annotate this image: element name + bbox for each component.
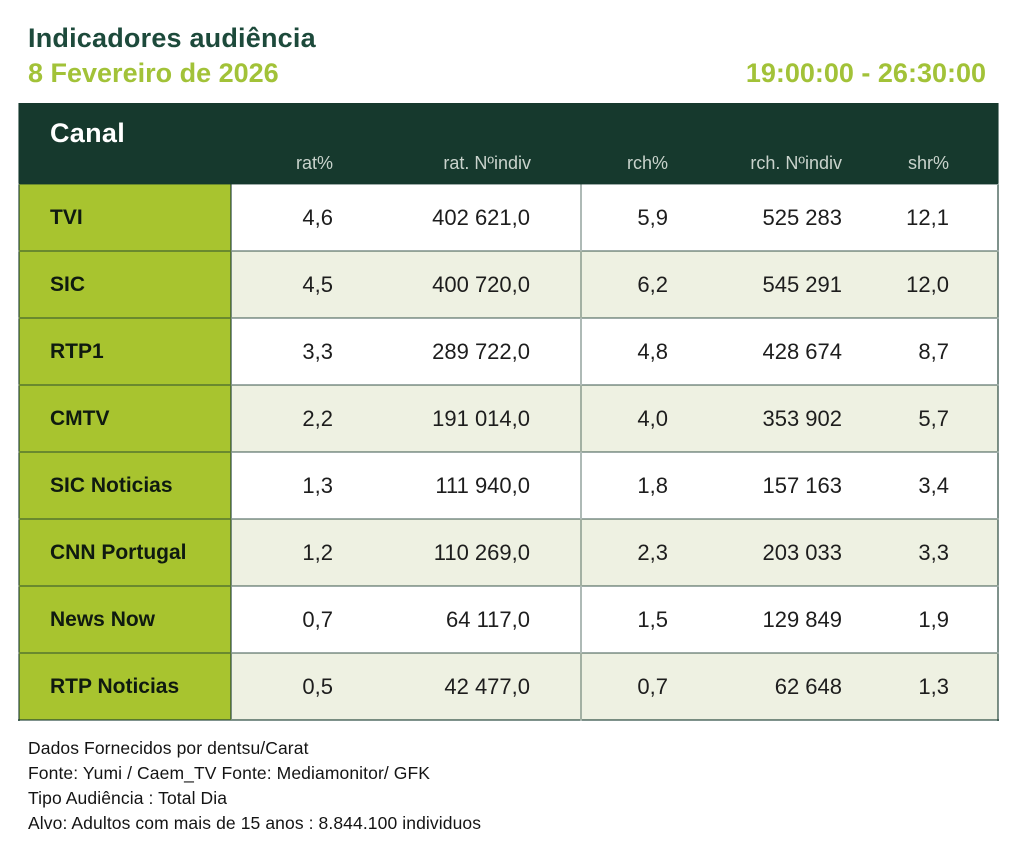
cell-rch-pct: 4,8 [581, 317, 676, 385]
channel-cell: SIC [19, 250, 232, 318]
cell-shr-pct: 1,9 [851, 585, 998, 653]
table-body: TVI 4,6 402 621,0 5,9 525 283 12,1 SIC 4… [19, 183, 998, 720]
channel-cell: News Now [19, 585, 232, 653]
page-title: Indicadores audiência [28, 23, 316, 53]
footer-note-line: Dados Fornecidos por dentsu/Carat [28, 738, 309, 758]
report-subheader: 8 Fevereiro de 2026 19:00:00 - 26:30:00 [28, 57, 986, 89]
cell-rat-indiv: 42 477,0 [361, 652, 582, 720]
table-row: SIC Noticias 1,3 111 940,0 1,8 157 163 3… [19, 451, 998, 519]
table-row: CMTV 2,2 191 014,0 4,0 353 902 5,7 [19, 384, 998, 452]
report-time-range: 19:00:00 - 26:30:00 [745, 57, 986, 88]
table-row: News Now 0,7 64 117,0 1,5 129 849 1,9 [19, 585, 998, 653]
column-header-rch-indiv: rch. Nºindiv [676, 103, 851, 184]
footer-note-line: Alvo: Adultos com mais de 15 anos : 8.84… [28, 813, 482, 833]
column-header-rch-pct: rch% [581, 103, 676, 184]
channel-cell: RTP Noticias [19, 652, 232, 720]
cell-shr-pct: 3,4 [851, 451, 998, 519]
cell-rat-indiv: 289 722,0 [361, 317, 582, 385]
cell-rch-pct: 0,7 [581, 652, 676, 720]
column-header-shr-pct: shr% [851, 103, 998, 184]
report-date: 8 Fevereiro de 2026 [28, 57, 279, 88]
report-header: Indicadores audiência 8 Fevereiro de 202… [28, 23, 986, 89]
cell-rat-pct: 0,7 [231, 585, 361, 653]
cell-shr-pct: 1,3 [851, 652, 998, 720]
table-row: RTP Noticias 0,5 42 477,0 0,7 62 648 1,3 [19, 652, 998, 720]
cell-rat-pct: 4,6 [231, 183, 361, 251]
channel-cell: CMTV [19, 384, 232, 452]
cell-shr-pct: 5,7 [851, 384, 998, 452]
cell-rch-indiv: 525 283 [676, 183, 851, 251]
cell-rat-indiv: 64 117,0 [361, 585, 582, 653]
cell-rat-indiv: 402 621,0 [361, 183, 582, 251]
cell-rch-indiv: 157 163 [676, 451, 851, 519]
cell-rch-indiv: 203 033 [676, 518, 851, 586]
table-row: SIC 4,5 400 720,0 6,2 545 291 12,0 [19, 250, 998, 318]
table-header: Canal rat% rat. Nºindiv rch% rch. Nºindi… [19, 103, 998, 184]
cell-rch-pct: 1,8 [581, 451, 676, 519]
cell-rch-pct: 1,5 [581, 585, 676, 653]
cell-rat-indiv: 400 720,0 [361, 250, 582, 318]
cell-rch-indiv: 545 291 [676, 250, 851, 318]
cell-rat-pct: 1,2 [231, 518, 361, 586]
column-header-rat-pct: rat% [231, 103, 361, 184]
footer-notes: Dados Fornecidos por dentsu/Carat Fonte:… [28, 736, 481, 836]
table-header-row: Canal rat% rat. Nºindiv rch% rch. Nºindi… [19, 103, 998, 184]
cell-shr-pct: 8,7 [851, 317, 998, 385]
cell-rch-indiv: 353 902 [676, 384, 851, 452]
cell-rat-pct: 2,2 [231, 384, 361, 452]
cell-rch-pct: 2,3 [581, 518, 676, 586]
cell-rch-pct: 4,0 [581, 384, 676, 452]
channel-cell: RTP1 [19, 317, 232, 385]
cell-rat-pct: 3,3 [231, 317, 361, 385]
channel-cell: CNN Portugal [19, 518, 232, 586]
table-row: TVI 4,6 402 621,0 5,9 525 283 12,1 [19, 183, 998, 251]
channel-cell: SIC Noticias [19, 451, 232, 519]
footer-note-line: Tipo Audiência : Total Dia [28, 788, 228, 808]
cell-rch-indiv: 428 674 [676, 317, 851, 385]
cell-rat-indiv: 110 269,0 [361, 518, 582, 586]
table-row: RTP1 3,3 289 722,0 4,8 428 674 8,7 [19, 317, 998, 385]
cell-rat-pct: 0,5 [231, 652, 361, 720]
cell-rat-pct: 1,3 [231, 451, 361, 519]
column-header-rat-indiv: rat. Nºindiv [361, 103, 581, 184]
column-header-canal: Canal [19, 103, 231, 184]
cell-rch-indiv: 62 648 [676, 652, 851, 720]
cell-shr-pct: 12,1 [851, 183, 998, 251]
cell-rat-pct: 4,5 [231, 250, 361, 318]
cell-shr-pct: 12,0 [851, 250, 998, 318]
audience-table: Canal rat% rat. Nºindiv rch% rch. Nºindi… [18, 103, 999, 721]
cell-rch-indiv: 129 849 [676, 585, 851, 653]
cell-rch-pct: 5,9 [581, 183, 676, 251]
footer-note-line: Fonte: Yumi / Caem_TV Fonte: Mediamonito… [28, 763, 431, 783]
cell-rat-indiv: 111 940,0 [361, 451, 582, 519]
cell-rch-pct: 6,2 [581, 250, 676, 318]
channel-cell: TVI [19, 183, 232, 251]
cell-rat-indiv: 191 014,0 [361, 384, 582, 452]
cell-shr-pct: 3,3 [851, 518, 998, 586]
table-row: CNN Portugal 1,2 110 269,0 2,3 203 033 3… [19, 518, 998, 586]
